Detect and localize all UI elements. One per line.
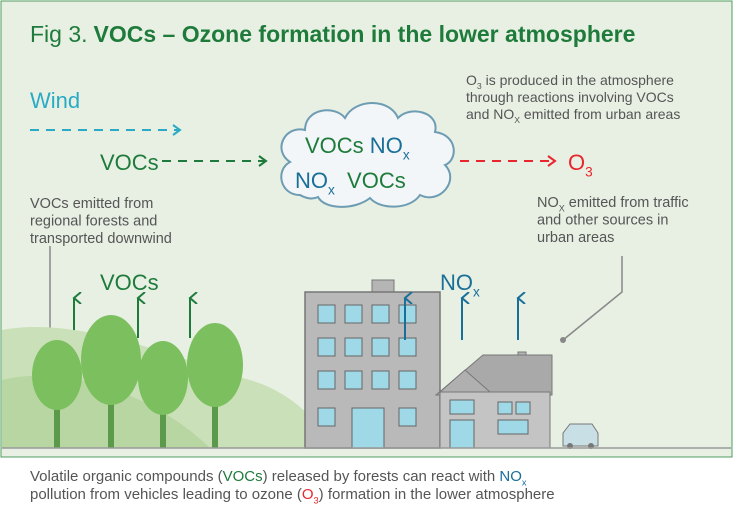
voc-flow-label: VOCs — [100, 150, 159, 175]
leader-dot — [560, 337, 566, 343]
text-segment: ) released by forests can react with — [263, 468, 500, 485]
text-segment: urban areas — [537, 230, 614, 246]
subscript: x — [473, 285, 480, 300]
subscript: 3 — [585, 165, 593, 180]
text-segment: and NO — [466, 106, 514, 122]
caption: Volatile organic compounds (VOCs) releas… — [30, 468, 555, 506]
text-segment: VOCs — [100, 150, 159, 175]
text-segment: ) formation in the lower atmosphere — [319, 486, 555, 503]
office-building — [305, 280, 440, 448]
text-segment: pollution from vehicles leading to ozone… — [30, 486, 302, 503]
text-segment: O — [466, 72, 477, 88]
text-segment: VOCs — [335, 168, 406, 193]
wind-label: Wind — [30, 88, 80, 113]
text-segment: emitted from traffic — [565, 195, 689, 211]
title: Fig 3.VOCs – Ozone formation in the lowe… — [30, 21, 635, 47]
text-segment: transported downwind — [30, 231, 172, 247]
text-segment: regional forests and — [30, 214, 157, 230]
text-segment: NO — [364, 133, 403, 158]
text-segment: VOCs — [223, 468, 263, 485]
text-segment: emitted from urban areas — [520, 106, 680, 122]
text-segment: O — [302, 486, 314, 503]
text-segment: is produced in the atmosphere — [482, 72, 674, 88]
subscript: x — [403, 148, 410, 163]
text-segment: NO — [499, 468, 522, 485]
diagram: Fig 3.VOCs – Ozone formation in the lowe… — [0, 0, 733, 515]
text-segment: and other sources in — [537, 213, 668, 229]
text-segment: NO — [295, 168, 328, 193]
text-segment: VOCs — [100, 270, 159, 295]
text-segment: VOCs — [305, 133, 364, 158]
text-segment: Volatile organic compounds ( — [30, 468, 223, 485]
text-segment: VOCs emitted from — [30, 196, 153, 212]
text-segment: NO — [537, 195, 559, 211]
title-prefix: Fig 3. — [30, 21, 88, 47]
text-segment: NO — [440, 270, 473, 295]
text-segment: through reactions involving VOCs — [466, 89, 674, 105]
forest-voc-label: VOCs — [100, 270, 159, 295]
title-main: VOCs – Ozone formation in the lower atmo… — [94, 21, 636, 47]
car — [563, 424, 598, 449]
text-segment: O — [568, 150, 585, 175]
